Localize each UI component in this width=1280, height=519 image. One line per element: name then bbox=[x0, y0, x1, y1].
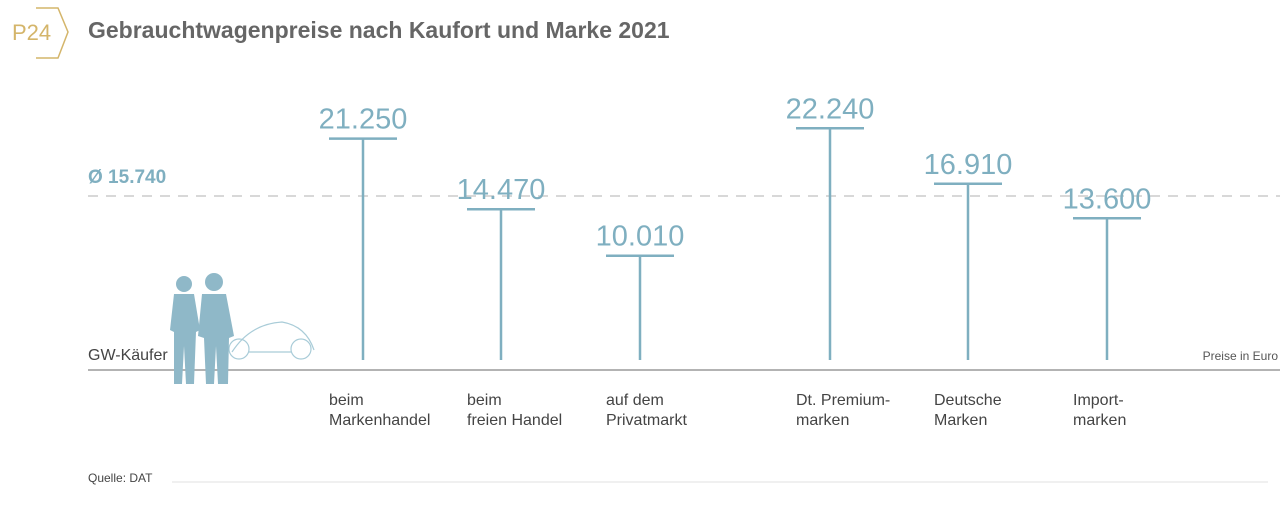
bar: 22.240 bbox=[786, 93, 875, 360]
buyer-figure-icon bbox=[170, 273, 315, 384]
category-label: Markenhandel bbox=[329, 412, 430, 429]
buyer-label: GW-Käufer bbox=[88, 347, 168, 364]
category-label: marken bbox=[796, 412, 849, 429]
data-label: 10.010 bbox=[596, 221, 685, 253]
bar: 13.600 bbox=[1063, 183, 1152, 360]
category-labels: beim Markenhandel beim freien Handel auf dem… bbox=[329, 392, 1126, 429]
category-label: Deutsche bbox=[934, 392, 1002, 409]
average-label: Ø 15.740 bbox=[88, 167, 166, 188]
data-label: 22.240 bbox=[786, 93, 875, 125]
category-label: beim bbox=[467, 392, 502, 409]
bars: 21.250 14.470 10.010 22.240 16.910 13.600 bbox=[319, 93, 1152, 360]
badge: P24 bbox=[12, 7, 69, 59]
data-label: 14.470 bbox=[457, 174, 546, 206]
data-label: 13.600 bbox=[1063, 183, 1152, 215]
data-label: 21.250 bbox=[319, 104, 408, 136]
badge-chevron-icon bbox=[36, 7, 69, 59]
bar: 21.250 bbox=[319, 104, 408, 360]
unit-label: Preise in Euro bbox=[1203, 349, 1279, 363]
category-label: Privatmarkt bbox=[606, 412, 687, 429]
category-label: marken bbox=[1073, 412, 1126, 429]
bar: 14.470 bbox=[457, 174, 546, 360]
bar: 16.910 bbox=[924, 149, 1013, 360]
category-label: beim bbox=[329, 392, 364, 409]
category-label: Import- bbox=[1073, 392, 1124, 409]
category-label: Marken bbox=[934, 412, 987, 429]
chart-title: Gebrauchtwagenpreise nach Kaufort und Ma… bbox=[88, 17, 670, 43]
source-label: Quelle: DAT bbox=[88, 471, 153, 485]
data-label: 16.910 bbox=[924, 149, 1013, 181]
category-label: Dt. Premium- bbox=[796, 392, 890, 409]
category-label: freien Handel bbox=[467, 412, 562, 429]
bar: 10.010 bbox=[596, 221, 685, 360]
badge-label: P24 bbox=[12, 20, 51, 45]
category-label: auf dem bbox=[606, 392, 664, 409]
